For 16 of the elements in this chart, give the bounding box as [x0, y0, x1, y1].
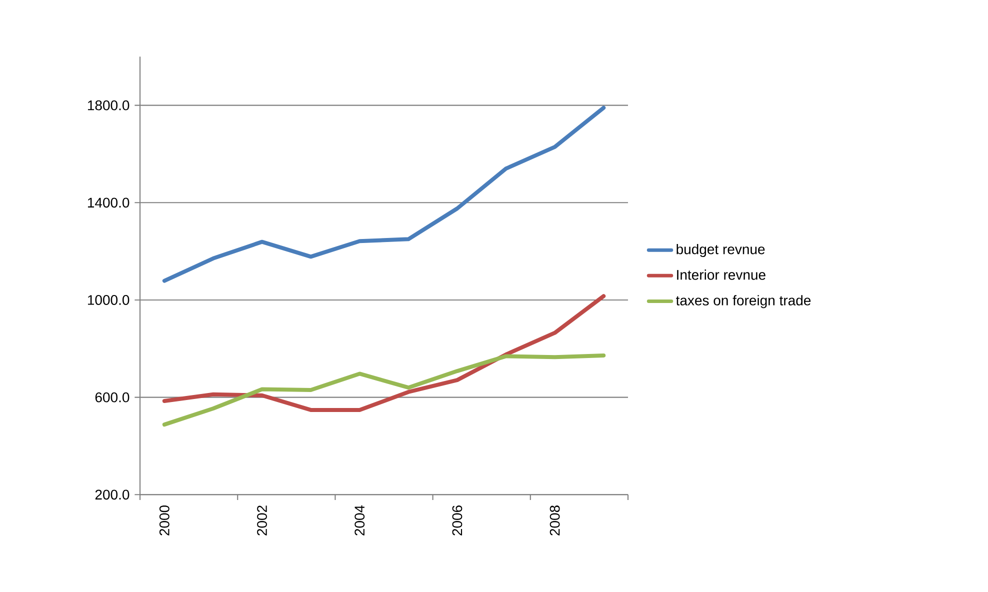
line-series	[162, 294, 606, 412]
y-tick-label: 1800.0	[88, 100, 130, 110]
y-tick-label: 1400.0	[88, 198, 130, 208]
line-series	[162, 106, 606, 283]
x-tick-label: 2008	[550, 506, 560, 536]
legend-label: budget revnue	[676, 244, 765, 258]
legend-label: taxes on foreign trade	[676, 295, 811, 308]
x-tick-label: 2000	[159, 505, 170, 536]
x-tick-label: 2004	[354, 505, 365, 536]
x-tick-label: 2002	[257, 506, 267, 536]
y-tick-label: 200.0	[95, 490, 130, 500]
y-tick-label: 1000.0	[88, 295, 130, 305]
x-tick-label: 2006	[452, 506, 462, 536]
y-tick-label: 600.0	[95, 392, 130, 402]
legend-label: Interior revnue	[677, 270, 766, 280]
line-series	[162, 353, 606, 427]
